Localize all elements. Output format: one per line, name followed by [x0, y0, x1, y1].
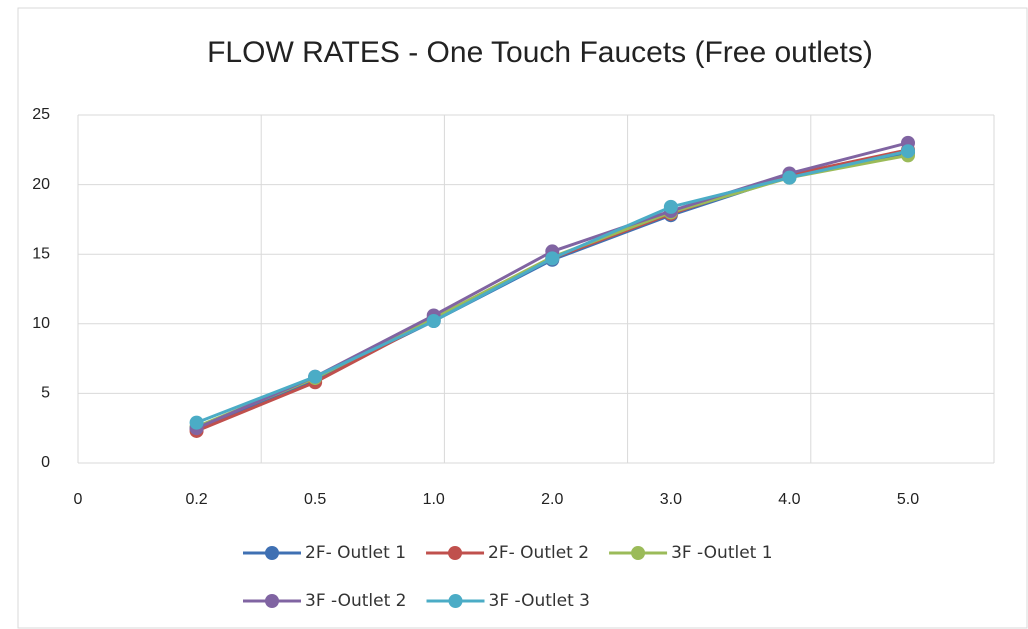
- x-tick-label: 2.0: [541, 491, 563, 508]
- data-point: [782, 170, 797, 185]
- x-tick-label: 3.0: [660, 491, 682, 508]
- legend-swatch-marker: [448, 546, 463, 560]
- y-tick-label: 5: [41, 385, 50, 402]
- legend-label: 3F -Outlet 3: [489, 591, 591, 611]
- x-tick-label: 1.0: [423, 491, 445, 508]
- legend-label: 2F- Outlet 1: [305, 543, 406, 563]
- chart-title: FLOW RATES - One Touch Faucets (Free out…: [207, 36, 873, 69]
- data-point: [545, 251, 560, 266]
- x-tick-label: 4.0: [778, 491, 800, 508]
- x-tick-label: 5.0: [897, 491, 919, 508]
- data-point: [901, 144, 915, 159]
- legend-swatch-marker: [631, 546, 646, 560]
- x-tick-label: 0: [74, 491, 83, 508]
- legend-swatch-marker: [448, 594, 463, 608]
- y-tick-label: 10: [32, 315, 50, 332]
- x-tick-label: 0.2: [185, 491, 207, 508]
- data-point: [426, 314, 441, 329]
- y-tick-label: 25: [32, 106, 50, 123]
- data-point: [308, 369, 323, 384]
- y-tick-label: 20: [32, 176, 50, 193]
- y-tick-label: 0: [41, 454, 50, 471]
- data-point: [663, 199, 678, 214]
- legend-label: 3F -Outlet 2: [305, 591, 407, 611]
- chart-frame: [17, 7, 1028, 629]
- legend-label: 3F -Outlet 1: [671, 543, 773, 563]
- y-tick-label: 15: [32, 245, 50, 262]
- legend-swatch-marker: [265, 546, 279, 560]
- x-tick-label: 0.5: [304, 491, 326, 508]
- legend-swatch-marker: [265, 594, 279, 608]
- legend-label: 2F- Outlet 2: [488, 543, 589, 563]
- data-point: [189, 415, 204, 430]
